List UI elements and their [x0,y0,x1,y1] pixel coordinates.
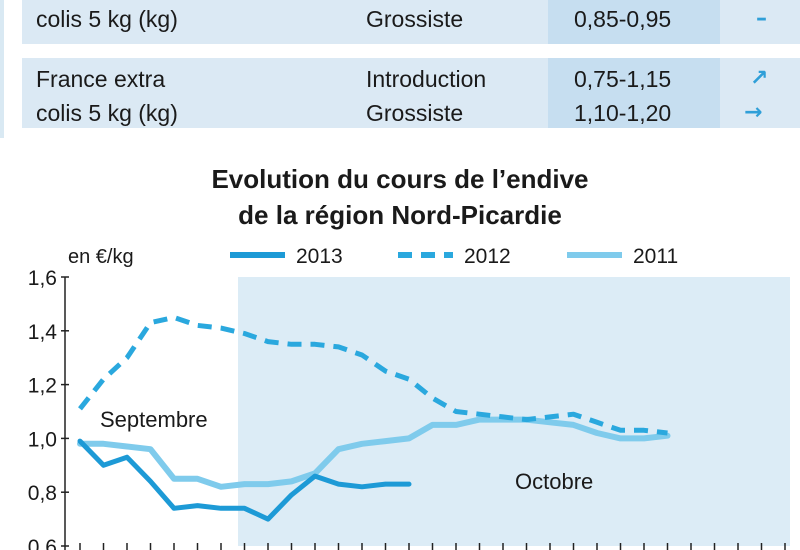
table-left-rule [0,0,4,138]
y-tick-label: 1,6 [28,267,57,290]
product-cell: colis 5 kg (kg) [36,6,178,32]
stage-cell: Introduction [366,66,487,92]
chart-title-line-1: Evolution du cours de l’endive [211,164,589,194]
y-tick-label: 1,0 [28,428,57,451]
stage-cell: Grossiste [366,6,464,32]
chart-title-line-2: de la région Nord-Picardie [238,200,562,230]
price-cell: 1,10-1,20 [574,100,672,126]
legend-label-2011: 2011 [633,245,678,268]
price-column-1 [548,0,720,44]
y-tick-label: 0,8 [28,482,57,505]
y-tick-label: 0,6 [28,536,57,550]
y-tick-label: 1,2 [28,375,57,398]
chart-shaded-band [238,277,790,546]
y-tick-label: 1,4 [28,321,58,344]
arrow-right-icon: → [744,100,763,125]
legend-label-2012: 2012 [464,245,511,268]
price-cell: 0,85-0,95 [574,6,672,32]
legend-label-2013: 2013 [296,245,343,268]
price-column-2 [548,58,720,128]
price-table: colis 5 kg (kg) Grossiste 0,85-0,95 – Fr… [0,0,800,138]
series-line-2012 [78,314,668,436]
dash-icon: – [756,6,767,31]
annotation-octobre: Octobre [515,469,593,494]
product-cell: France extra [36,66,166,92]
product-cell: colis 5 kg (kg) [36,100,178,126]
series-line-2011 [77,416,671,490]
price-cell: 0,75-1,15 [574,66,672,92]
arrow-up-right-icon: ↗ [750,66,769,91]
y-axis-unit-label: en €/kg [68,246,134,268]
annotation-septembre: Septembre [100,407,208,432]
stage-cell: Grossiste [366,100,464,126]
